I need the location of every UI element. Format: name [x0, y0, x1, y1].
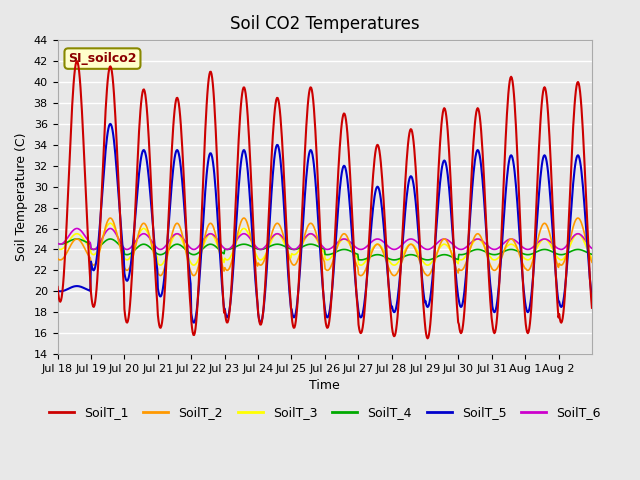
SoilT_3 — [54, 246, 61, 252]
SoilT_3 — [117, 242, 125, 248]
SoilT_4 — [424, 257, 431, 263]
SoilT_1 — [410, 146, 418, 152]
SoilT_6 — [380, 240, 388, 246]
SoilT_2 — [54, 256, 61, 262]
Line: SoilT_4: SoilT_4 — [58, 239, 592, 260]
Line: SoilT_2: SoilT_2 — [58, 218, 592, 276]
SoilT_5 — [381, 239, 389, 244]
SoilT_5 — [107, 121, 115, 127]
SoilT_3 — [215, 248, 223, 253]
SoilT_4 — [588, 252, 596, 257]
SoilT_2 — [410, 243, 417, 249]
SoilT_1 — [117, 234, 125, 240]
Line: SoilT_6: SoilT_6 — [58, 228, 592, 250]
SoilT_2 — [424, 273, 431, 278]
SoilT_5 — [54, 288, 61, 294]
SoilT_4 — [54, 241, 61, 247]
SoilT_1 — [588, 305, 596, 311]
SoilT_5 — [411, 192, 419, 198]
SoilT_4 — [117, 243, 125, 249]
X-axis label: Time: Time — [309, 379, 340, 392]
SoilT_4 — [380, 253, 388, 259]
SoilT_5 — [262, 270, 270, 276]
SoilT_4 — [73, 236, 81, 242]
SoilT_2 — [241, 216, 249, 221]
SoilT_2 — [588, 259, 596, 265]
Y-axis label: Soil Temperature (C): Soil Temperature (C) — [15, 133, 28, 261]
SoilT_2 — [261, 255, 269, 261]
SoilT_1 — [73, 58, 81, 64]
Line: SoilT_1: SoilT_1 — [58, 61, 592, 338]
SoilT_3 — [588, 255, 596, 261]
SoilT_5 — [243, 156, 250, 162]
SoilT_6 — [54, 240, 61, 246]
Legend: SoilT_1, SoilT_2, SoilT_3, SoilT_4, SoilT_5, SoilT_6: SoilT_1, SoilT_2, SoilT_3, SoilT_4, Soil… — [44, 401, 606, 424]
SoilT_4 — [215, 247, 223, 252]
SoilT_2 — [214, 245, 222, 251]
SoilT_1 — [242, 91, 250, 96]
SoilT_3 — [262, 251, 269, 257]
SoilT_6 — [262, 243, 269, 249]
SoilT_4 — [242, 241, 250, 247]
Title: Soil CO2 Temperatures: Soil CO2 Temperatures — [230, 15, 420, 33]
SoilT_5 — [190, 320, 198, 325]
SoilT_3 — [424, 262, 431, 268]
SoilT_1 — [424, 336, 431, 341]
SoilT_2 — [116, 246, 124, 252]
SoilT_3 — [242, 227, 250, 232]
SoilT_1 — [54, 284, 61, 290]
Line: SoilT_3: SoilT_3 — [58, 223, 592, 265]
SoilT_2 — [574, 215, 582, 221]
SoilT_4 — [262, 245, 269, 251]
Line: SoilT_5: SoilT_5 — [58, 124, 592, 323]
SoilT_6 — [73, 226, 81, 231]
SoilT_5 — [117, 225, 125, 230]
SoilT_1 — [262, 271, 269, 276]
SoilT_6 — [215, 239, 223, 245]
SoilT_6 — [588, 246, 596, 252]
SoilT_6 — [490, 247, 498, 252]
SoilT_5 — [216, 251, 224, 257]
SoilT_6 — [117, 240, 125, 246]
SoilT_6 — [242, 231, 250, 237]
SoilT_1 — [380, 209, 388, 215]
SoilT_6 — [410, 237, 418, 243]
SoilT_3 — [107, 220, 115, 226]
SoilT_2 — [380, 251, 387, 256]
SoilT_1 — [215, 208, 223, 214]
SoilT_5 — [588, 295, 596, 300]
SoilT_3 — [410, 243, 418, 249]
Text: SI_soilco2: SI_soilco2 — [68, 52, 137, 65]
SoilT_4 — [410, 252, 418, 258]
SoilT_3 — [380, 249, 388, 254]
